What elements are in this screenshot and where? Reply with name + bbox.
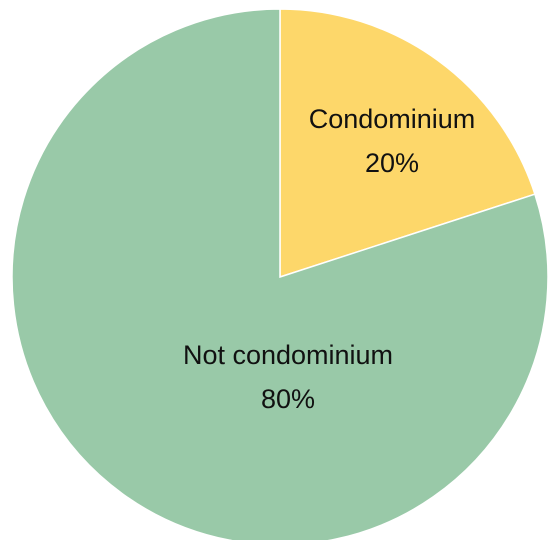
slice-label-condominium: Condominium xyxy=(309,104,476,134)
slice-label-not-condominium: Not condominium xyxy=(183,340,393,370)
pie-labels: Condominium 20% Not condominium 80% xyxy=(183,104,475,414)
pie-slices xyxy=(11,8,549,540)
pie-slice-condominium xyxy=(279,8,536,279)
slice-value-condominium: 20% xyxy=(365,148,419,178)
pie-slice-not-condominium xyxy=(11,8,549,540)
slice-value-not-condominium: 80% xyxy=(261,384,315,414)
